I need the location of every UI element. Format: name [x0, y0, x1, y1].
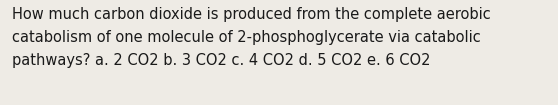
Text: pathways? a. 2 CO2 b. 3 CO2 c. 4 CO2 d. 5 CO2 e. 6 CO2: pathways? a. 2 CO2 b. 3 CO2 c. 4 CO2 d. …	[12, 53, 431, 68]
Text: How much carbon dioxide is produced from the complete aerobic: How much carbon dioxide is produced from…	[12, 7, 491, 22]
Text: catabolism of one molecule of 2-phosphoglycerate via catabolic: catabolism of one molecule of 2-phosphog…	[12, 30, 481, 45]
